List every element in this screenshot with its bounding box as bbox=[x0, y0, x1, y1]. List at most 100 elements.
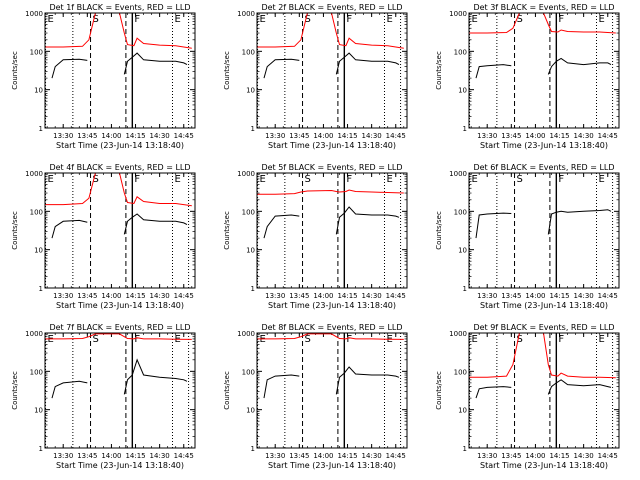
lld-series-line bbox=[469, 13, 616, 34]
events-series-line bbox=[51, 52, 188, 79]
x-tick-label: 14:00 bbox=[313, 132, 333, 140]
x-tick-label: 14:15 bbox=[337, 292, 357, 300]
x-tick-label: 14:30 bbox=[574, 292, 594, 300]
x-tick-label: 14:30 bbox=[362, 132, 382, 140]
marker-label: F bbox=[346, 14, 352, 25]
panel-title: Det 3f BLACK = Events, RED = LLD bbox=[473, 3, 614, 12]
x-tick-label: 13:45 bbox=[289, 292, 309, 300]
y-axis-label: Counts/sec bbox=[435, 51, 443, 90]
detector-panel: Det 8f BLACK = Events, RED = LLD Counts/s… bbox=[223, 323, 408, 470]
events-series-line bbox=[263, 52, 400, 79]
x-tick-label: 14:00 bbox=[525, 452, 545, 460]
x-tick-label: 14:30 bbox=[574, 132, 594, 140]
x-tick-label: 14:45 bbox=[598, 452, 618, 460]
y-tick-label: 100 bbox=[242, 368, 255, 376]
y-tick-label: 1 bbox=[251, 445, 255, 453]
marker-label: F bbox=[558, 14, 564, 25]
x-axis-label: Start Time (23-Jun-14 13:18:40) bbox=[268, 301, 396, 310]
x-tick-label: 14:45 bbox=[386, 452, 406, 460]
x-tick-label: 14:45 bbox=[598, 132, 618, 140]
detector-panel: Det 2f BLACK = Events, RED = LLD Counts/s… bbox=[223, 3, 408, 150]
y-tick-label: 1 bbox=[463, 445, 467, 453]
y-axis-label: Counts/sec bbox=[11, 211, 19, 250]
marker-label: E bbox=[260, 334, 266, 345]
x-tick-label: 13:30 bbox=[265, 292, 285, 300]
x-axis-label: Start Time (23-Jun-14 13:18:40) bbox=[56, 301, 184, 310]
x-tick-label: 13:30 bbox=[53, 292, 73, 300]
marker-label: F bbox=[134, 174, 140, 185]
x-tick-label: 14:00 bbox=[101, 292, 121, 300]
y-tick-label: 10 bbox=[34, 407, 43, 415]
y-tick-label: 1 bbox=[251, 125, 255, 133]
marker-label: E bbox=[260, 174, 266, 185]
y-tick-label: 10 bbox=[246, 87, 255, 95]
x-tick-label: 14:45 bbox=[174, 292, 194, 300]
x-tick-label: 13:45 bbox=[289, 132, 309, 140]
panel-title: Det 8f BLACK = Events, RED = LLD bbox=[261, 323, 402, 332]
marker-label: S bbox=[305, 174, 311, 185]
y-tick-label: 1 bbox=[463, 285, 467, 293]
x-tick-label: 14:45 bbox=[386, 132, 406, 140]
y-tick-label: 10 bbox=[458, 407, 467, 415]
x-tick-label: 14:45 bbox=[386, 292, 406, 300]
x-tick-label: 13:45 bbox=[501, 292, 521, 300]
marker-label: F bbox=[134, 14, 140, 25]
y-tick-label: 10 bbox=[246, 407, 255, 415]
y-tick-label: 1000 bbox=[25, 10, 43, 18]
x-tick-label: 14:00 bbox=[313, 452, 333, 460]
y-axis-label: Counts/sec bbox=[223, 211, 231, 250]
lld-series-line bbox=[257, 13, 404, 49]
marker-label: S bbox=[305, 334, 311, 345]
x-tick-label: 14:15 bbox=[337, 132, 357, 140]
detector-panel: Det 9f BLACK = Events, RED = LLD Counts/s… bbox=[435, 323, 620, 470]
y-tick-label: 1000 bbox=[449, 170, 467, 178]
lld-series-line bbox=[45, 173, 192, 207]
y-tick-label: 1 bbox=[39, 445, 43, 453]
y-tick-label: 100 bbox=[454, 208, 467, 216]
x-tick-label: 14:30 bbox=[362, 452, 382, 460]
y-axis-label: Counts/sec bbox=[11, 371, 19, 410]
y-axis-label: Counts/sec bbox=[223, 371, 231, 410]
lld-series-line bbox=[469, 333, 616, 379]
marker-label: E bbox=[175, 174, 181, 185]
y-tick-label: 100 bbox=[30, 208, 43, 216]
y-tick-label: 10 bbox=[458, 247, 467, 255]
panel-title: Det 5f BLACK = Events, RED = LLD bbox=[261, 163, 402, 172]
marker-label: F bbox=[346, 334, 352, 345]
y-tick-label: 100 bbox=[242, 208, 255, 216]
x-tick-label: 14:00 bbox=[101, 452, 121, 460]
x-tick-label: 13:30 bbox=[477, 452, 497, 460]
y-tick-label: 10 bbox=[34, 87, 43, 95]
y-tick-label: 1000 bbox=[25, 330, 43, 338]
y-axis-label: Counts/sec bbox=[435, 211, 443, 250]
marker-label: E bbox=[48, 334, 54, 345]
marker-label: S bbox=[517, 14, 523, 25]
x-tick-label: 14:30 bbox=[150, 292, 170, 300]
x-tick-label: 13:30 bbox=[477, 132, 497, 140]
x-tick-label: 13:30 bbox=[265, 132, 285, 140]
x-tick-label: 14:15 bbox=[549, 452, 569, 460]
marker-label: E bbox=[472, 334, 478, 345]
marker-label: E bbox=[599, 334, 605, 345]
marker-label: E bbox=[48, 174, 54, 185]
x-tick-label: 13:45 bbox=[289, 452, 309, 460]
marker-label: E bbox=[472, 14, 478, 25]
y-tick-label: 100 bbox=[454, 368, 467, 376]
x-tick-label: 14:15 bbox=[549, 132, 569, 140]
x-tick-label: 14:30 bbox=[150, 132, 170, 140]
marker-label: E bbox=[387, 174, 393, 185]
x-tick-label: 14:15 bbox=[337, 452, 357, 460]
x-tick-label: 14:30 bbox=[574, 452, 594, 460]
x-tick-label: 14:45 bbox=[174, 132, 194, 140]
panel-title: Det 4f BLACK = Events, RED = LLD bbox=[49, 163, 190, 172]
marker-label: F bbox=[558, 334, 564, 345]
x-tick-label: 13:30 bbox=[53, 452, 73, 460]
y-tick-label: 1 bbox=[251, 285, 255, 293]
x-tick-label: 14:15 bbox=[125, 292, 145, 300]
x-tick-label: 14:15 bbox=[549, 292, 569, 300]
plot-frame bbox=[44, 12, 196, 129]
marker-label: E bbox=[260, 14, 266, 25]
plot-frame bbox=[256, 12, 408, 129]
y-tick-label: 1 bbox=[463, 125, 467, 133]
x-tick-label: 14:45 bbox=[174, 452, 194, 460]
